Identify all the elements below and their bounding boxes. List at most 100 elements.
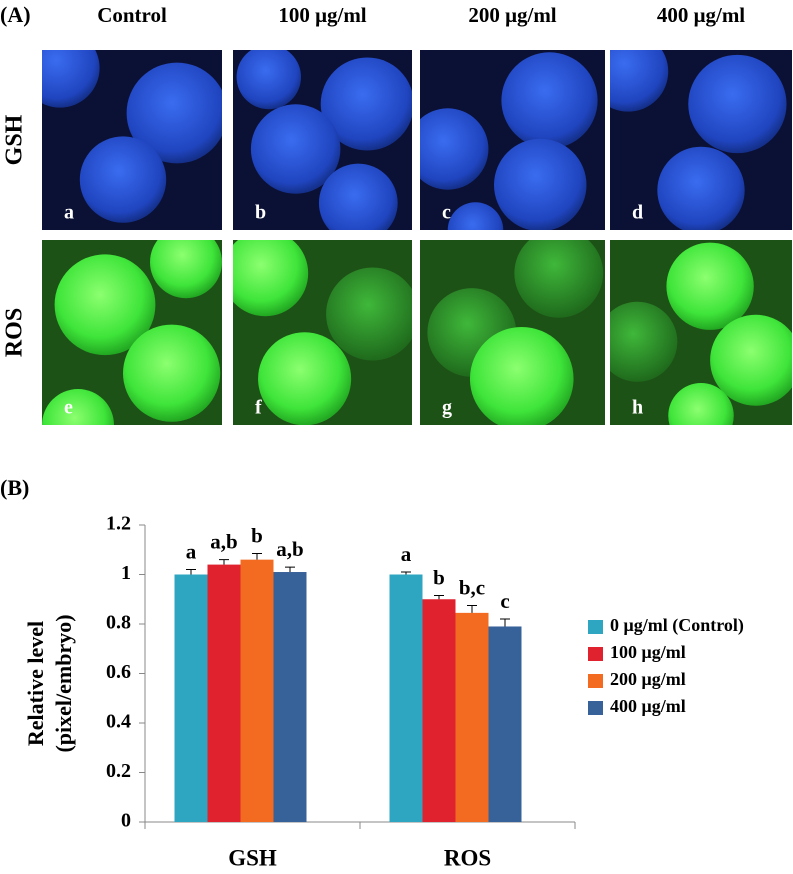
embryo xyxy=(469,326,574,425)
error-bar xyxy=(500,618,510,627)
significance-letter: b xyxy=(433,565,445,589)
embryo xyxy=(610,50,669,112)
y-tick-label: 0.2 xyxy=(106,760,131,782)
embryo xyxy=(668,382,734,425)
embryo xyxy=(420,108,489,190)
image-letter: e xyxy=(64,397,73,419)
significance-letter: a,b xyxy=(276,537,303,561)
embryos xyxy=(42,50,222,223)
significance-letter: a xyxy=(401,542,412,566)
micrograph: g xyxy=(420,240,605,425)
y-tick-label: 1 xyxy=(121,562,131,584)
embryo xyxy=(688,54,787,154)
legend-label: 200 μg/ml xyxy=(610,669,686,689)
embryo xyxy=(236,50,302,110)
legend-swatch xyxy=(588,674,603,688)
embryo xyxy=(233,240,309,317)
embryo xyxy=(666,242,754,330)
column-header: 400 μg/ml xyxy=(657,3,745,27)
embryo xyxy=(54,254,156,356)
embryos xyxy=(610,50,787,230)
bar xyxy=(273,572,307,822)
embryos xyxy=(42,240,222,425)
error-bar xyxy=(186,569,196,575)
x-tick-label: ROS xyxy=(444,845,491,870)
embryo xyxy=(610,301,678,382)
legend-swatch xyxy=(588,701,603,715)
y-tick-label: 0.4 xyxy=(106,711,131,733)
image-letter: d xyxy=(632,202,643,224)
error-bar xyxy=(285,566,295,573)
bar xyxy=(207,564,241,822)
significance-letter: b xyxy=(251,523,263,547)
y-axis-label: (pixel/embryo) xyxy=(51,614,76,752)
significance-letter: a,b xyxy=(210,529,237,553)
bar xyxy=(389,574,423,822)
embryo xyxy=(326,267,412,361)
bar xyxy=(174,574,208,822)
image-letter: b xyxy=(255,202,266,224)
image-letter: a xyxy=(64,202,74,224)
row-label: ROS xyxy=(2,308,28,357)
y-axis-label: Relative level xyxy=(23,621,48,746)
legend-label: 400 μg/ml xyxy=(610,696,686,716)
legend-swatch xyxy=(588,620,603,634)
image-letter: g xyxy=(442,397,452,419)
y-tick-label: 0.8 xyxy=(106,612,131,634)
embryo xyxy=(42,50,100,108)
embryo xyxy=(258,332,352,425)
micrograph: a xyxy=(42,50,222,230)
embryo xyxy=(150,240,222,299)
embryo xyxy=(126,62,222,164)
embryo xyxy=(250,104,341,194)
embryo xyxy=(123,324,221,422)
significance-letter: c xyxy=(500,589,509,613)
error-bar xyxy=(252,552,262,560)
significance-letter: b,c xyxy=(459,575,485,599)
embryo xyxy=(501,52,598,149)
bar xyxy=(422,599,456,822)
legend-label: 100 μg/ml xyxy=(610,642,686,662)
panel-label: (A) xyxy=(0,2,31,27)
embryo xyxy=(710,314,792,406)
micrograph: e xyxy=(42,240,222,425)
bar xyxy=(240,559,274,822)
embryo xyxy=(447,202,504,230)
micrograph: h xyxy=(610,240,792,425)
column-header: Control xyxy=(97,3,167,27)
embryos xyxy=(610,242,792,425)
error-bar xyxy=(467,604,477,613)
embryo xyxy=(320,57,412,151)
legend-swatch xyxy=(588,647,603,661)
embryo xyxy=(79,136,167,223)
embryos xyxy=(233,240,412,425)
x-tick-label: GSH xyxy=(228,845,277,870)
embryo xyxy=(494,138,587,230)
legend-label: 0 μg/ml (Control) xyxy=(610,615,744,636)
embryo xyxy=(657,146,745,230)
error-bar xyxy=(219,559,229,565)
y-tick-label: 1.2 xyxy=(106,513,131,535)
micrograph: b xyxy=(233,50,412,230)
embryos xyxy=(427,240,604,425)
significance-letter: a xyxy=(186,539,197,563)
embryos xyxy=(236,50,412,230)
embryo xyxy=(514,240,604,318)
micrograph: f xyxy=(233,240,412,425)
micrograph: c xyxy=(420,50,605,230)
embryos xyxy=(420,52,598,230)
column-header: 100 μg/ml xyxy=(278,3,366,27)
image-letter: h xyxy=(632,397,643,419)
embryo xyxy=(318,163,398,230)
micrograph: d xyxy=(610,50,792,230)
error-bar xyxy=(401,571,411,575)
panel-label: (B) xyxy=(0,475,29,500)
row-label: GSH xyxy=(2,114,28,165)
image-letter: c xyxy=(442,202,451,224)
bar xyxy=(488,626,522,822)
error-bar xyxy=(434,595,444,600)
column-header: 200 μg/ml xyxy=(468,3,556,27)
embryo xyxy=(42,389,114,425)
y-tick-label: 0.6 xyxy=(106,661,131,683)
